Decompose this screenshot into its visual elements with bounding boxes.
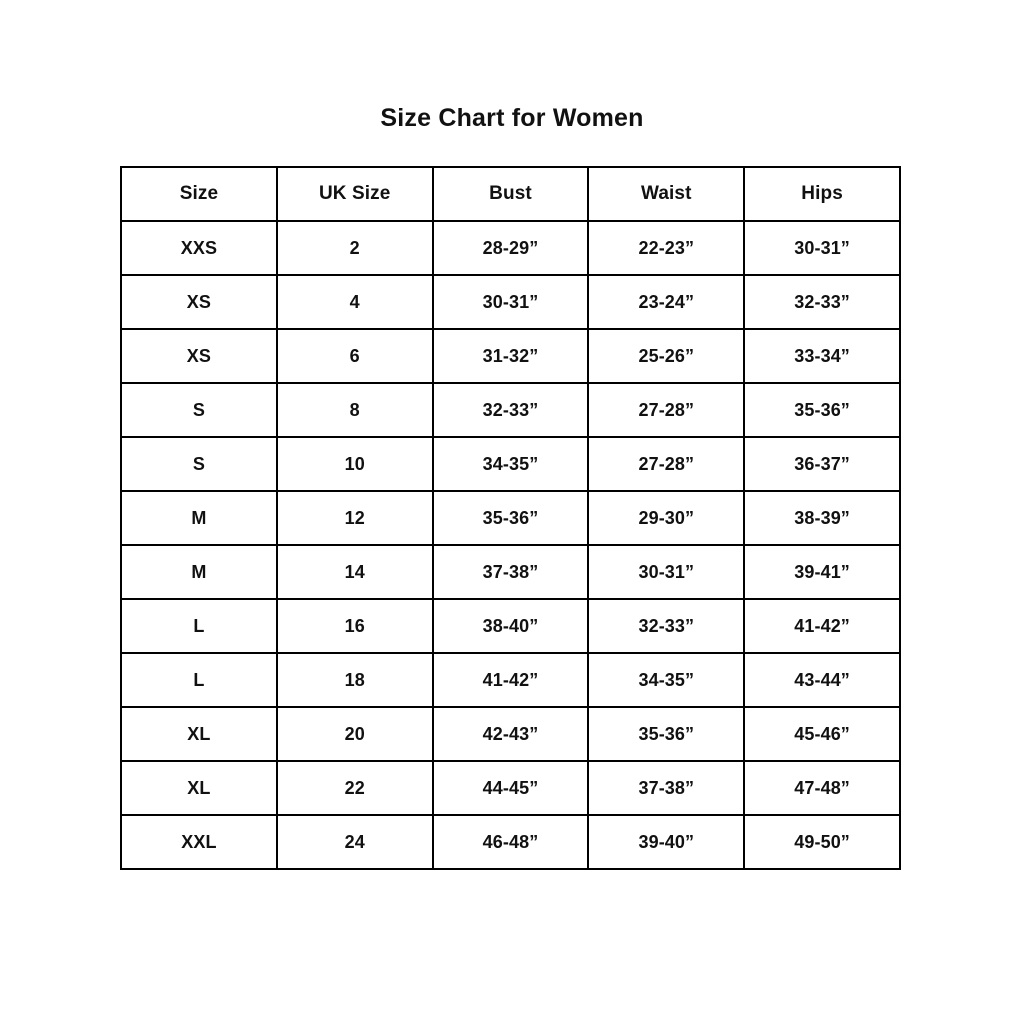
cell-hips: 33-34” xyxy=(743,328,901,384)
table-row: L 18 41-42” 34-35” 43-44” xyxy=(120,652,901,708)
cell-hips: 30-31” xyxy=(743,220,901,276)
table-row: L 16 38-40” 32-33” 41-42” xyxy=(120,598,901,654)
cell-bust: 28-29” xyxy=(431,220,590,276)
cell-waist: 35-36” xyxy=(587,706,746,762)
cell-hips: 45-46” xyxy=(743,706,901,762)
cell-hips: 38-39” xyxy=(743,490,901,546)
cell-bust: 41-42” xyxy=(431,652,590,708)
cell-bust: 35-36” xyxy=(431,490,590,546)
cell-waist: 39-40” xyxy=(587,814,746,870)
column-header-size: Size xyxy=(120,166,278,222)
table-header-row: Size UK Size Bust Waist Hips xyxy=(120,166,901,222)
cell-waist: 34-35” xyxy=(587,652,746,708)
cell-bust: 42-43” xyxy=(431,706,590,762)
table-row: M 14 37-38” 30-31” 39-41” xyxy=(120,544,901,600)
cell-size: XL xyxy=(120,760,278,816)
cell-uk-size: 12 xyxy=(275,490,434,546)
cell-waist: 23-24” xyxy=(587,274,746,330)
cell-bust: 30-31” xyxy=(431,274,590,330)
size-chart-table: Size UK Size Bust Waist Hips XXS 2 28-29… xyxy=(120,166,901,870)
cell-waist: 29-30” xyxy=(587,490,746,546)
cell-uk-size: 4 xyxy=(275,274,434,330)
cell-hips: 35-36” xyxy=(743,382,901,438)
cell-hips: 43-44” xyxy=(743,652,901,708)
table-row: XS 4 30-31” 23-24” 32-33” xyxy=(120,274,901,330)
cell-uk-size: 24 xyxy=(275,814,434,870)
cell-hips: 36-37” xyxy=(743,436,901,492)
cell-waist: 22-23” xyxy=(587,220,746,276)
cell-bust: 31-32” xyxy=(431,328,590,384)
cell-bust: 38-40” xyxy=(431,598,590,654)
cell-size: XS xyxy=(120,274,278,330)
cell-uk-size: 10 xyxy=(275,436,434,492)
cell-size: XS xyxy=(120,328,278,384)
column-header-hips: Hips xyxy=(743,166,901,222)
cell-hips: 41-42” xyxy=(743,598,901,654)
cell-size: L xyxy=(120,652,278,708)
cell-size: XXS xyxy=(120,220,278,276)
cell-uk-size: 18 xyxy=(275,652,434,708)
cell-size: S xyxy=(120,436,278,492)
table-row: XL 22 44-45” 37-38” 47-48” xyxy=(120,760,901,816)
cell-bust: 37-38” xyxy=(431,544,590,600)
cell-waist: 32-33” xyxy=(587,598,746,654)
cell-uk-size: 8 xyxy=(275,382,434,438)
table-row: XXS 2 28-29” 22-23” 30-31” xyxy=(120,220,901,276)
column-header-waist: Waist xyxy=(587,166,746,222)
cell-size: S xyxy=(120,382,278,438)
column-header-uk-size: UK Size xyxy=(275,166,434,222)
cell-uk-size: 22 xyxy=(275,760,434,816)
cell-size: XXL xyxy=(120,814,278,870)
table-row: M 12 35-36” 29-30” 38-39” xyxy=(120,490,901,546)
table-row: XL 20 42-43” 35-36” 45-46” xyxy=(120,706,901,762)
cell-bust: 34-35” xyxy=(431,436,590,492)
cell-uk-size: 16 xyxy=(275,598,434,654)
cell-waist: 27-28” xyxy=(587,436,746,492)
cell-hips: 47-48” xyxy=(743,760,901,816)
cell-waist: 27-28” xyxy=(587,382,746,438)
table-row: XXL 24 46-48” 39-40” 49-50” xyxy=(120,814,901,870)
cell-bust: 46-48” xyxy=(431,814,590,870)
cell-hips: 39-41” xyxy=(743,544,901,600)
cell-waist: 37-38” xyxy=(587,760,746,816)
cell-bust: 44-45” xyxy=(431,760,590,816)
cell-uk-size: 2 xyxy=(275,220,434,276)
cell-size: M xyxy=(120,490,278,546)
table-row: XS 6 31-32” 25-26” 33-34” xyxy=(120,328,901,384)
cell-size: XL xyxy=(120,706,278,762)
table-row: S 8 32-33” 27-28” 35-36” xyxy=(120,382,901,438)
cell-uk-size: 6 xyxy=(275,328,434,384)
cell-size: L xyxy=(120,598,278,654)
cell-waist: 30-31” xyxy=(587,544,746,600)
cell-hips: 32-33” xyxy=(743,274,901,330)
table-header: Size UK Size Bust Waist Hips xyxy=(120,166,901,222)
column-header-bust: Bust xyxy=(431,166,590,222)
cell-waist: 25-26” xyxy=(587,328,746,384)
table-row: S 10 34-35” 27-28” 36-37” xyxy=(120,436,901,492)
cell-size: M xyxy=(120,544,278,600)
cell-bust: 32-33” xyxy=(431,382,590,438)
page-title: Size Chart for Women xyxy=(380,104,644,132)
cell-uk-size: 20 xyxy=(275,706,434,762)
cell-hips: 49-50” xyxy=(743,814,901,870)
cell-uk-size: 14 xyxy=(275,544,434,600)
table-body: XXS 2 28-29” 22-23” 30-31” XS 4 30-31” 2… xyxy=(120,220,901,870)
